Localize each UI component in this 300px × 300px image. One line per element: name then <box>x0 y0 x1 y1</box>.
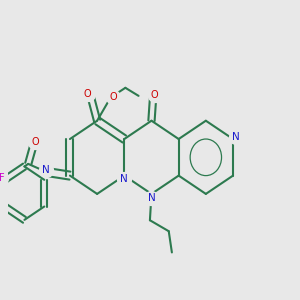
Text: O: O <box>110 92 117 102</box>
Text: O: O <box>151 90 158 100</box>
Text: N: N <box>232 132 240 142</box>
Text: N: N <box>148 193 155 203</box>
Text: O: O <box>32 137 39 147</box>
Text: F: F <box>0 173 4 183</box>
Text: N: N <box>42 166 50 176</box>
Text: O: O <box>84 89 92 99</box>
Text: N: N <box>120 174 128 184</box>
